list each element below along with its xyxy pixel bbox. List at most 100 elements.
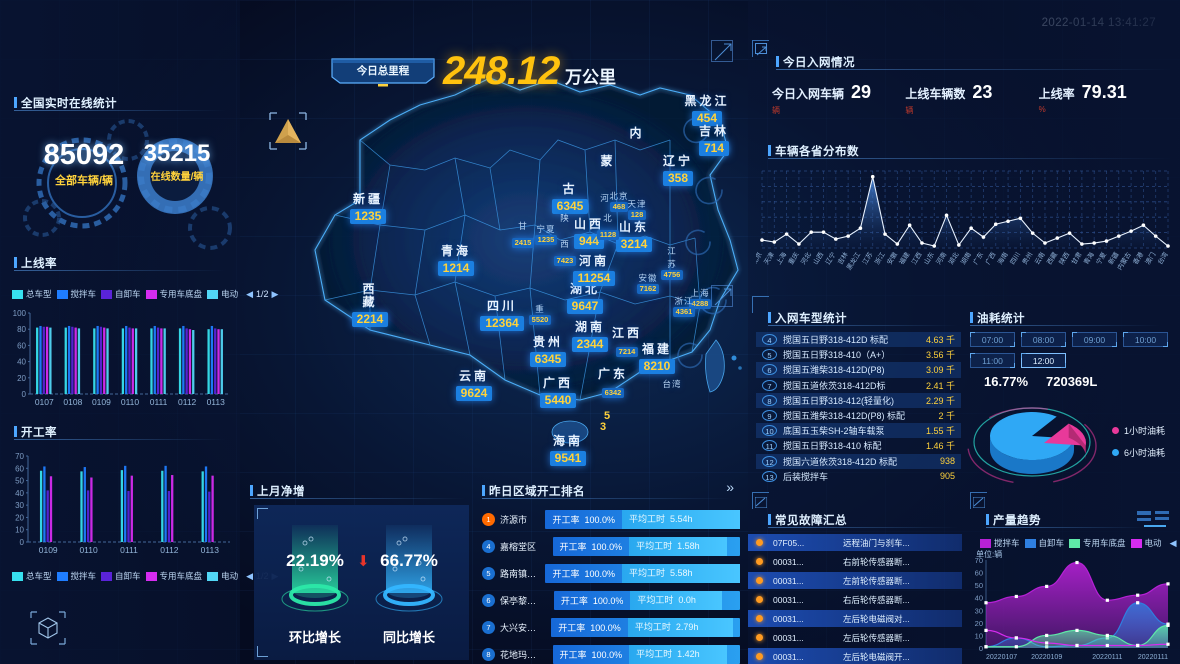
map-label-上海[interactable]: 上海 4288 bbox=[666, 287, 734, 309]
map-label-吉林[interactable]: 吉林 714 bbox=[680, 122, 748, 157]
fuel-time-chip[interactable]: 12:00 bbox=[1021, 353, 1066, 368]
map-label-天津[interactable]: 天津 128 bbox=[603, 198, 671, 220]
legend-item-3[interactable]: 专用车底盘 bbox=[145, 570, 202, 582]
legend-online-rate[interactable]: 总车型 搅拌车 自卸车 专用车底盘 电动 ◀ 1/2 ▶ bbox=[12, 288, 278, 300]
legend-item-1[interactable]: 搅拌车 bbox=[56, 570, 96, 582]
legend-item-0[interactable]: 总车型 bbox=[12, 288, 52, 300]
model-stat-list[interactable]: 4 搅国五日野318-412D 标配 4.63 千 5 搅国五日野318-410（A+）… bbox=[756, 332, 961, 492]
prev-page-icon[interactable]: ◀ bbox=[246, 570, 253, 581]
fuel-legend-item[interactable]: 6小时油耗 bbox=[1112, 446, 1165, 459]
map-label-湖南[interactable]: 湖南 2344 bbox=[556, 318, 624, 353]
fault-summary-list[interactable]: 07F05... 远程油门与刹车... 00031... 右前轮传感器断... 0003… bbox=[748, 534, 962, 664]
map-label-福建[interactable]: 福建 8210 bbox=[623, 340, 691, 375]
fuel-legend-item[interactable]: 1小时油耗 bbox=[1112, 424, 1165, 437]
rank-row[interactable]: 6 保亭黎… 开工率 100.0% 平均工时 0.0h bbox=[482, 590, 740, 610]
legend-item-3[interactable]: 电动 bbox=[1130, 537, 1162, 549]
legend-item-1[interactable]: 搅拌车 bbox=[56, 288, 96, 300]
model-row[interactable]: 11 搅国五日野318-410 标配 1.46 千 bbox=[756, 438, 961, 453]
pyramid-icon[interactable] bbox=[265, 108, 311, 154]
fuel-time-chips[interactable]: 07:00 08:00 09:00 10:00 11:00 12:00 bbox=[970, 332, 1170, 368]
rank-row[interactable]: 8 花地玛… 开工率 100.0% 平均工时 1.42h bbox=[482, 644, 740, 664]
rank-row[interactable]: 5 路南镇… 开工率 100.0% 平均工时 5.58h bbox=[482, 563, 740, 583]
model-row[interactable]: 6 搅国五潍柴318-412D(P8) 3.09 千 bbox=[756, 362, 961, 378]
model-row[interactable]: 8 搅国五日野318-412(轻量化) 2.29 千 bbox=[756, 392, 961, 408]
map-label-蒙[interactable]: 蒙 bbox=[574, 152, 642, 169]
model-row[interactable]: 10 底国五玉柴SH-2轴车载泵 1.55 千 bbox=[756, 423, 961, 439]
map-label-江[interactable]: 江 bbox=[638, 245, 706, 257]
fuel-time-chip[interactable]: 11:00 bbox=[970, 353, 1015, 368]
fault-row[interactable]: 00031... 左后轮电磁阀对... bbox=[748, 610, 962, 627]
map-label-西[interactable]: 西 7423 bbox=[531, 238, 599, 268]
rank-row[interactable]: 1 济源市 开工率 100.0% 平均工时 5.54h bbox=[482, 509, 740, 529]
legend-item-0[interactable]: 总车型 bbox=[12, 570, 52, 582]
legend-item-4[interactable]: 电动 bbox=[207, 288, 238, 300]
rank-row[interactable]: 7 大兴安… 开工率 100.0% 平均工时 2.79h bbox=[482, 617, 740, 637]
map-label-河[interactable]: 河 bbox=[571, 192, 639, 204]
area-rank-list[interactable]: 1 济源市 开工率 100.0% 平均工时 5.54h 4 嘉榕堂区 开工率 100.0% 平… bbox=[482, 509, 740, 664]
map-label-宁夏[interactable]: 宁夏 1235 bbox=[512, 223, 580, 245]
map-label-四川[interactable]: 四川 12364 bbox=[468, 297, 536, 332]
model-row[interactable]: 9 搅国五潍柴318-412D(P8) 标配 2 千 bbox=[756, 408, 961, 423]
map-label-苏[interactable]: 苏 4756 bbox=[638, 258, 706, 280]
legend-item-2[interactable]: 自卸车 bbox=[101, 288, 141, 300]
fuel-time-chip[interactable]: 10:00 bbox=[1123, 332, 1168, 347]
area-rank-more-button[interactable]: » bbox=[726, 479, 734, 495]
fuel-time-chip[interactable]: 07:00 bbox=[970, 332, 1015, 347]
model-row[interactable]: 5 搅国五日野318-410（A+） 3.56 千 bbox=[756, 347, 961, 362]
map-label-台湾[interactable]: 台湾 bbox=[638, 378, 706, 390]
map-label-重[interactable]: 重 5520 bbox=[506, 303, 574, 325]
next-page-icon[interactable]: ▶ bbox=[271, 288, 279, 299]
map-label-青海[interactable]: 青海 1214 bbox=[422, 242, 490, 277]
map-label-黑龙江[interactable]: 黑龙江 454 bbox=[673, 92, 741, 127]
legend-item-3[interactable]: 专用车底盘 bbox=[145, 288, 202, 300]
map-label-北京[interactable]: 北京 468 bbox=[585, 190, 653, 212]
legend-output-trend[interactable]: 搅拌车 自卸车 专用车底盘 电动 ◀1/2▶ bbox=[980, 537, 1180, 549]
prev-page-icon[interactable]: ◀ bbox=[246, 288, 253, 299]
menu-deco-icon[interactable] bbox=[1136, 508, 1172, 532]
map-label-浙江[interactable]: 浙江 4361 bbox=[650, 295, 718, 317]
map-label-北[interactable]: 北 1128 bbox=[574, 212, 642, 242]
legend-pager[interactable]: ◀1/2▶ bbox=[1170, 538, 1180, 549]
map-label-西[interactable]: 西 bbox=[336, 280, 404, 297]
legend-item-4[interactable]: 电动 bbox=[207, 570, 238, 582]
legend-item-0[interactable]: 搅拌车 bbox=[980, 537, 1020, 549]
map-label-陕[interactable]: 陕 bbox=[531, 212, 599, 224]
map-label-广东[interactable]: 广东 6342 bbox=[579, 365, 647, 400]
map-label-3[interactable]: 3 bbox=[569, 417, 637, 435]
map-label-河南[interactable]: 河南 11254 bbox=[560, 252, 628, 287]
model-row[interactable]: 7 搅国五道依茨318-412D标 2.41 千 bbox=[756, 378, 961, 393]
legend-item-1[interactable]: 自卸车 bbox=[1024, 537, 1064, 549]
map-label-海南[interactable]: 海南 9541 bbox=[534, 432, 602, 467]
map-label-内[interactable]: 内 bbox=[603, 124, 671, 141]
map-label-甘[interactable]: 甘 2415 bbox=[489, 220, 557, 250]
model-row[interactable]: 12 搅国六道依茨318-412D 标配 938 bbox=[756, 453, 961, 469]
map-label-5[interactable]: 5 bbox=[573, 406, 641, 424]
total-mileage-button[interactable]: 今日总里程 bbox=[330, 57, 436, 87]
map-label-江西[interactable]: 江西 7214 bbox=[593, 324, 661, 359]
fault-row[interactable]: 00031... 左后轮传感器断... bbox=[748, 629, 962, 646]
map-label-山东[interactable]: 山东 3214 bbox=[600, 218, 668, 253]
cube-icon[interactable] bbox=[28, 608, 68, 648]
fault-row[interactable]: 00031... 右前轮传感器断... bbox=[748, 553, 962, 570]
fuel-pie-legend[interactable]: 1小时油耗 6小时油耗 bbox=[1112, 424, 1165, 468]
rank-row[interactable]: 4 嘉榕堂区 开工率 100.0% 平均工时 1.58h bbox=[482, 536, 740, 556]
fault-row[interactable]: 00031... 左前轮传感器断... bbox=[748, 572, 962, 589]
map-label-广西[interactable]: 广西 5440 bbox=[524, 374, 592, 409]
fault-row[interactable]: 00031... 左后轮电磁阀开... bbox=[748, 648, 962, 664]
fault-row[interactable]: 07F05... 远程油门与刹车... bbox=[748, 534, 962, 551]
map-label-云南[interactable]: 云南 9624 bbox=[440, 367, 508, 402]
map-label-安徽[interactable]: 安徽 7162 bbox=[614, 272, 682, 294]
legend-pager[interactable]: ◀1/2▶ bbox=[246, 289, 278, 300]
legend-item-2[interactable]: 自卸车 bbox=[101, 570, 141, 582]
prev-page-icon[interactable]: ◀ bbox=[1169, 537, 1177, 548]
fuel-time-chip[interactable]: 09:00 bbox=[1072, 332, 1117, 347]
model-row[interactable]: 13 后装搅拌车 905 bbox=[756, 469, 961, 484]
map-label-辽宁[interactable]: 辽宁 358 bbox=[644, 152, 712, 187]
map-label-藏[interactable]: 藏 2214 bbox=[336, 293, 404, 328]
fuel-time-chip[interactable]: 08:00 bbox=[1021, 332, 1066, 347]
legend-item-2[interactable]: 专用车底盘 bbox=[1069, 537, 1126, 549]
map-label-新疆[interactable]: 新疆 1235 bbox=[334, 190, 402, 225]
model-row[interactable]: 4 搅国五日野318-412D 标配 4.63 千 bbox=[756, 332, 961, 348]
map-label-古[interactable]: 古 6345 bbox=[536, 180, 604, 215]
